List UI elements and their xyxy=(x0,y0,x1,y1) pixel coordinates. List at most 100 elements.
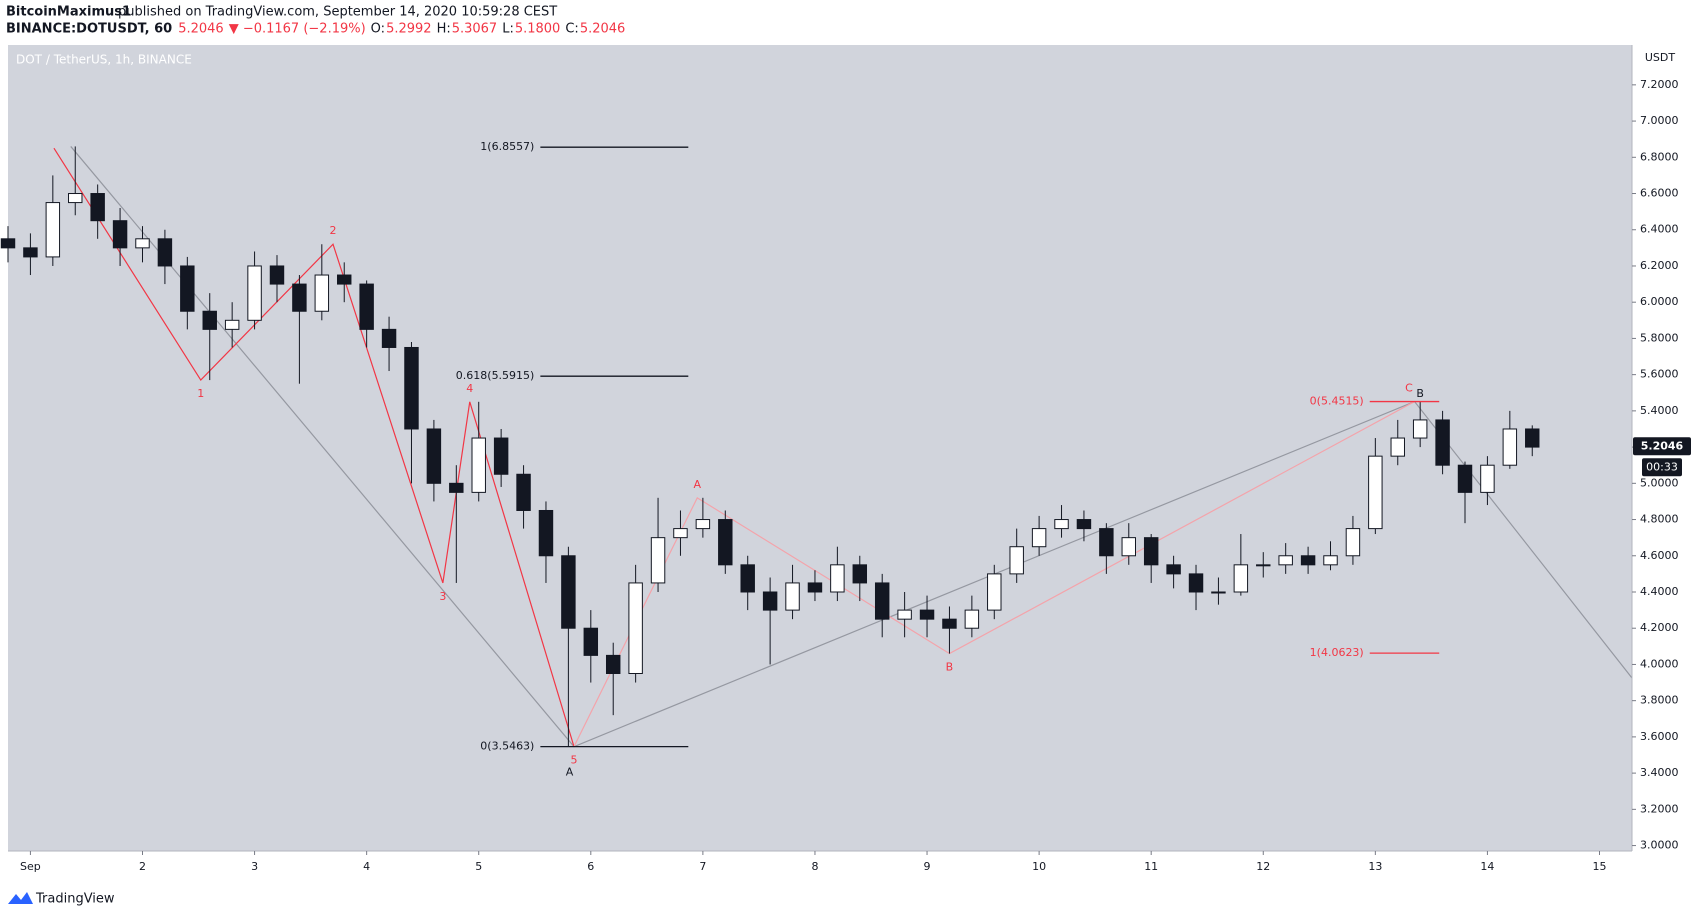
candle xyxy=(1166,555,1181,589)
candle xyxy=(1099,523,1114,574)
wave-label: 4 xyxy=(466,382,473,395)
candle xyxy=(852,555,868,602)
symbol-line: BINANCE:DOTUSDT, 60 5.2046 ▼ −0.1167 (−2.1… xyxy=(6,22,625,37)
y-tick-label: 5.4000 xyxy=(1640,404,1679,417)
y-tick-label: 6.8000 xyxy=(1640,150,1679,163)
candle xyxy=(23,233,38,276)
candle-body xyxy=(202,310,217,330)
candle-body xyxy=(449,482,464,493)
candle-body xyxy=(337,274,352,285)
candle-body xyxy=(314,274,330,312)
wave-label: B xyxy=(1416,387,1424,400)
y-tick-label: 5.6000 xyxy=(1640,368,1679,381)
candle-body xyxy=(381,328,397,348)
candle xyxy=(1412,401,1428,448)
candle-body xyxy=(785,582,800,611)
candle xyxy=(650,497,666,592)
header-field: 5.1800 xyxy=(515,22,561,37)
fib-label: 0(5.4515) xyxy=(1310,395,1364,408)
y-tick-label: 3.2000 xyxy=(1640,802,1679,815)
candle xyxy=(1435,410,1450,475)
x-tick-label: 9 xyxy=(924,860,931,873)
x-tick-label: 8 xyxy=(811,860,818,873)
y-tick-label: 4.0000 xyxy=(1640,657,1679,670)
candle xyxy=(1076,510,1092,542)
candle-body xyxy=(135,238,150,249)
y-tick-label: 3.4000 xyxy=(1640,766,1679,779)
candle xyxy=(1525,425,1540,457)
candle-body xyxy=(1211,591,1226,594)
header-field: BINANCE:DOTUSDT, 60 xyxy=(6,22,172,37)
candle-body xyxy=(1256,564,1271,567)
wave-label: 3 xyxy=(439,590,446,603)
candle-body xyxy=(1121,537,1136,557)
fib-label: 1(6.8557) xyxy=(480,140,534,153)
header-field: L: xyxy=(502,22,514,37)
plot-background xyxy=(8,45,1632,851)
candle-body xyxy=(718,519,733,566)
candle xyxy=(292,275,307,384)
candle-body xyxy=(516,473,531,511)
y-tick-label: 5.8000 xyxy=(1640,331,1679,344)
candle xyxy=(718,510,733,574)
y-tick-label: 7.0000 xyxy=(1640,114,1679,127)
header-field: ▼ −0.1167 (−2.19%) xyxy=(229,22,366,37)
candle xyxy=(605,642,621,716)
candle-body xyxy=(1480,464,1495,493)
candle xyxy=(1143,534,1159,583)
candle-body xyxy=(1345,528,1361,557)
candle-body xyxy=(247,265,262,321)
candle-body xyxy=(493,437,509,475)
x-tick-label: 5 xyxy=(475,860,482,873)
candle-body xyxy=(1188,573,1204,593)
candle xyxy=(1211,577,1226,605)
candle-body xyxy=(807,582,823,593)
candle-body xyxy=(919,609,935,620)
candle xyxy=(359,280,374,348)
countdown-box xyxy=(1642,458,1682,477)
candle-body xyxy=(1166,564,1181,575)
candle-body xyxy=(874,582,890,620)
wave-label: A xyxy=(566,766,574,779)
y-tick-label: 3.0000 xyxy=(1640,839,1679,852)
wave-label: 1 xyxy=(197,387,204,400)
candle-body xyxy=(1368,455,1383,530)
candle-body xyxy=(830,564,845,593)
candle xyxy=(202,293,217,381)
candle-body xyxy=(180,265,195,312)
header-field: 5.2992 xyxy=(386,22,432,37)
candle xyxy=(381,316,397,372)
wave-label: C xyxy=(1405,382,1413,395)
candle-body xyxy=(23,247,38,258)
y-tick-label: 4.4000 xyxy=(1640,585,1679,598)
candle xyxy=(1009,528,1024,583)
y-tick-label: 5.0000 xyxy=(1640,476,1679,489)
candle-body xyxy=(897,609,912,620)
candle-body xyxy=(695,519,711,530)
x-tick-label: 10 xyxy=(1032,860,1046,873)
y-tick-label: 7.2000 xyxy=(1640,78,1679,91)
candle xyxy=(942,606,957,654)
last-price-label: 5.2046 xyxy=(1641,439,1684,452)
candle-body xyxy=(471,437,486,493)
candle xyxy=(1031,515,1047,556)
x-tick-label: 12 xyxy=(1256,860,1270,873)
candle-body xyxy=(1300,555,1316,566)
candle xyxy=(516,465,531,529)
candle-body xyxy=(673,528,688,539)
candle-body xyxy=(1076,519,1092,530)
candle-body xyxy=(1525,428,1540,448)
candle-body xyxy=(852,564,868,584)
candle xyxy=(269,255,285,303)
y-tick-label: 3.8000 xyxy=(1640,694,1679,707)
author: BitcoinMaximus1 xyxy=(6,5,131,20)
candle xyxy=(1480,456,1495,506)
candle xyxy=(919,595,935,638)
candle-body xyxy=(1457,464,1473,493)
candle xyxy=(1502,410,1518,469)
candle-body xyxy=(45,202,61,258)
candle xyxy=(628,564,643,683)
header-field: C: xyxy=(565,22,578,37)
x-tick-label: 7 xyxy=(699,860,706,873)
